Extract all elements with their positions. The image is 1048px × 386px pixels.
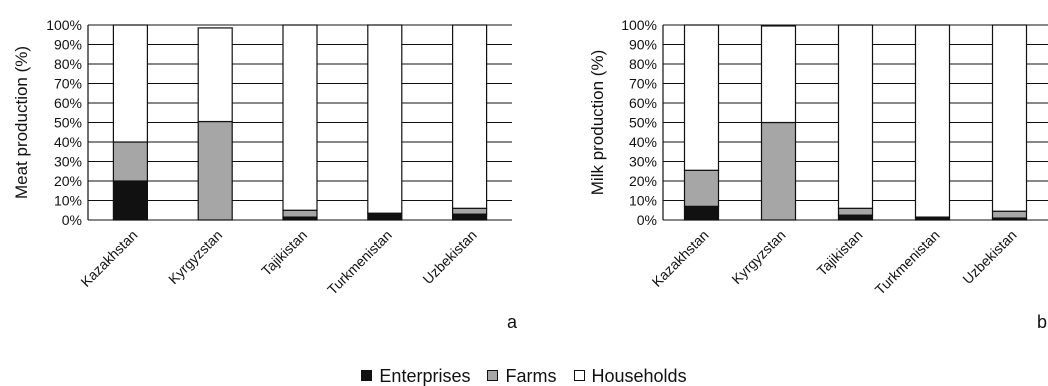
bar-farms-uzbekistan (991, 210, 1028, 219)
y-tick-label: 70% (54, 76, 82, 92)
chart-legend: Enterprises Farms Households (0, 366, 1048, 385)
legend-swatch-farms (487, 370, 499, 381)
bar-enterprises-kazakhstan (683, 205, 720, 221)
y-tick-label: 90% (54, 37, 82, 53)
legend-item-enterprises: Enterprises (361, 367, 470, 385)
bar-households-uzbekistan (452, 24, 488, 209)
legend-label-farms: Farms (505, 365, 557, 386)
panel-label-a: a (507, 312, 518, 332)
legend-swatch-households (573, 370, 585, 381)
bar-farms-uzbekistan (452, 207, 488, 215)
bar-farms-kazakhstan (112, 141, 149, 182)
y-tick-label: 0% (62, 212, 82, 228)
bar-households-uzbekistan (991, 24, 1028, 212)
x-tick-label: Kyrgyzstan (728, 227, 788, 287)
y-tick-label: 70% (629, 76, 657, 92)
bar-households-kazakhstan (683, 24, 720, 171)
x-tick-label: Kazakhstan (77, 227, 140, 290)
legend-item-farms: Farms (487, 367, 556, 385)
bar-households-kazakhstan (112, 24, 149, 143)
y-tick-label: 60% (629, 95, 657, 111)
y-tick-label: 10% (629, 193, 657, 209)
y-tick-label: 20% (629, 173, 657, 189)
x-tick-label: Tajikistan (258, 227, 310, 279)
bar-households-kyrgyzstan (197, 27, 233, 123)
bar-enterprises-tajikistan (837, 214, 874, 221)
y-tick-label: 80% (629, 56, 657, 72)
bar-enterprises-kazakhstan (112, 180, 149, 221)
legend-label-households: Households (591, 365, 687, 386)
bar-households-turkmenistan (367, 24, 403, 214)
y-tick-label: 30% (629, 154, 657, 170)
bar-households-tajikistan (837, 24, 874, 209)
bar-households-turkmenistan (914, 24, 951, 218)
x-tick-label: Kazakhstan (649, 227, 712, 290)
panel-label-b: b (1037, 312, 1048, 332)
y-tick-label: 10% (54, 193, 82, 209)
y-tick-label: 90% (629, 37, 657, 53)
y-axis-label: Meat production (%) (12, 46, 31, 199)
bar-farms-kyrgyzstan (197, 120, 233, 221)
y-tick-label: 50% (54, 115, 82, 131)
x-tick-label: Uzbekistan (959, 227, 1019, 287)
bar-enterprises-turkmenistan (367, 212, 403, 221)
bar-farms-tajikistan (837, 207, 874, 216)
y-tick-label: 100% (621, 17, 657, 33)
x-tick-label: Tajikistan (814, 227, 866, 279)
legend-label-enterprises: Enterprises (379, 365, 471, 386)
y-tick-label: 80% (54, 56, 82, 72)
legend-item-households: Households (573, 365, 687, 386)
x-tick-label: Turkmenistan (872, 227, 943, 298)
bar-households-tajikistan (282, 24, 318, 211)
y-tick-label: 30% (54, 154, 82, 170)
legend-swatch-enterprises (361, 370, 373, 381)
bar-farms-tajikistan (282, 209, 318, 218)
y-tick-label: 0% (637, 212, 657, 228)
x-tick-label: Turkmenistan (324, 227, 395, 298)
bar-farms-kazakhstan (683, 169, 720, 207)
bar-households-kyrgyzstan (760, 25, 797, 124)
y-tick-label: 60% (54, 95, 82, 111)
y-tick-label: 20% (54, 173, 82, 189)
meat-production-chart: 0% 10% 20% 30% 40% 50% 60% 70% 80% 90% 100% Meat pr… (12, 17, 512, 298)
x-tick-label: Uzbekistan (419, 227, 479, 287)
bar-enterprises-uzbekistan (452, 213, 488, 221)
y-tick-label: 50% (629, 115, 657, 131)
bar-farms-kyrgyzstan (760, 121, 797, 221)
y-tick-label: 100% (46, 17, 82, 33)
y-axis-label: Milk production (%) (588, 50, 607, 196)
y-tick-label: 40% (54, 134, 82, 150)
milk-production-chart: 0% 10% 20% 30% 40% 50% 60% 70% 80% 90% 100% Milk pr… (588, 17, 1048, 298)
x-tick-label: Kyrgyzstan (165, 227, 225, 287)
y-tick-label: 40% (629, 134, 657, 150)
